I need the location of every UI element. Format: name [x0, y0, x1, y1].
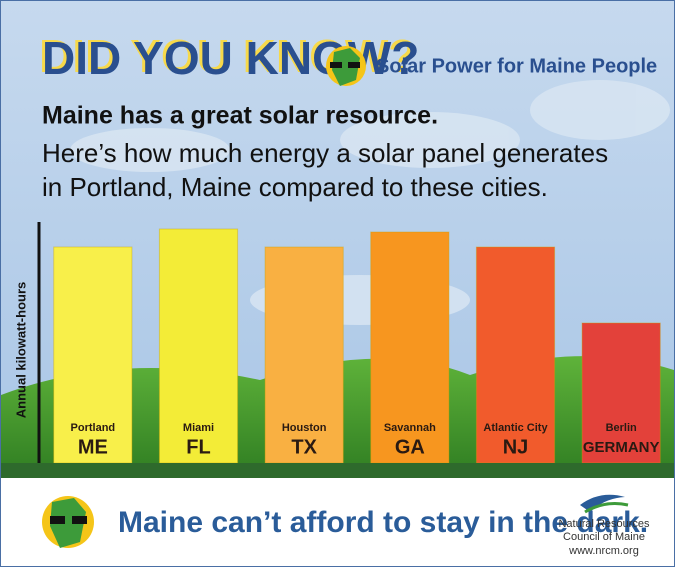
tagline: Solar Power for Maine People: [376, 55, 657, 77]
org-name: Natural Resources: [558, 518, 650, 530]
chart-title: Maine has a great solar resource.: [42, 102, 438, 130]
category-label: Atlantic City: [483, 422, 548, 434]
category-sublabel: ME: [78, 436, 108, 458]
category-sublabel: NJ: [503, 436, 529, 458]
subtitle: in Portland, Maine compared to these cit…: [42, 172, 548, 202]
category-label: Houston: [282, 422, 327, 434]
org-name: Council of Maine: [563, 531, 645, 543]
category-label: Berlin: [606, 422, 637, 434]
category-sublabel: GERMANY: [583, 439, 660, 456]
category-label: Portland: [71, 422, 116, 434]
ground: [1, 463, 674, 478]
footer-sun-icon: [42, 496, 94, 548]
y-axis-label: Annual kilowatt-hours: [13, 282, 28, 419]
category-sublabel: FL: [186, 436, 210, 458]
category-sublabel: TX: [291, 436, 317, 458]
category-label: Miami: [183, 422, 214, 434]
category-label: Savannah: [384, 422, 436, 434]
subtitle: Here’s how much energy a solar panel gen…: [42, 138, 608, 168]
sun-icon: [326, 46, 366, 86]
org-url: www.nrcm.org: [568, 545, 639, 557]
category-sublabel: GA: [395, 436, 425, 458]
infographic: Portland ME Miami FL Houston TX Savannah GA Atla…: [0, 0, 675, 567]
page: {"header": {"headline": "DID YOU KNOW?",…: [0, 0, 675, 567]
